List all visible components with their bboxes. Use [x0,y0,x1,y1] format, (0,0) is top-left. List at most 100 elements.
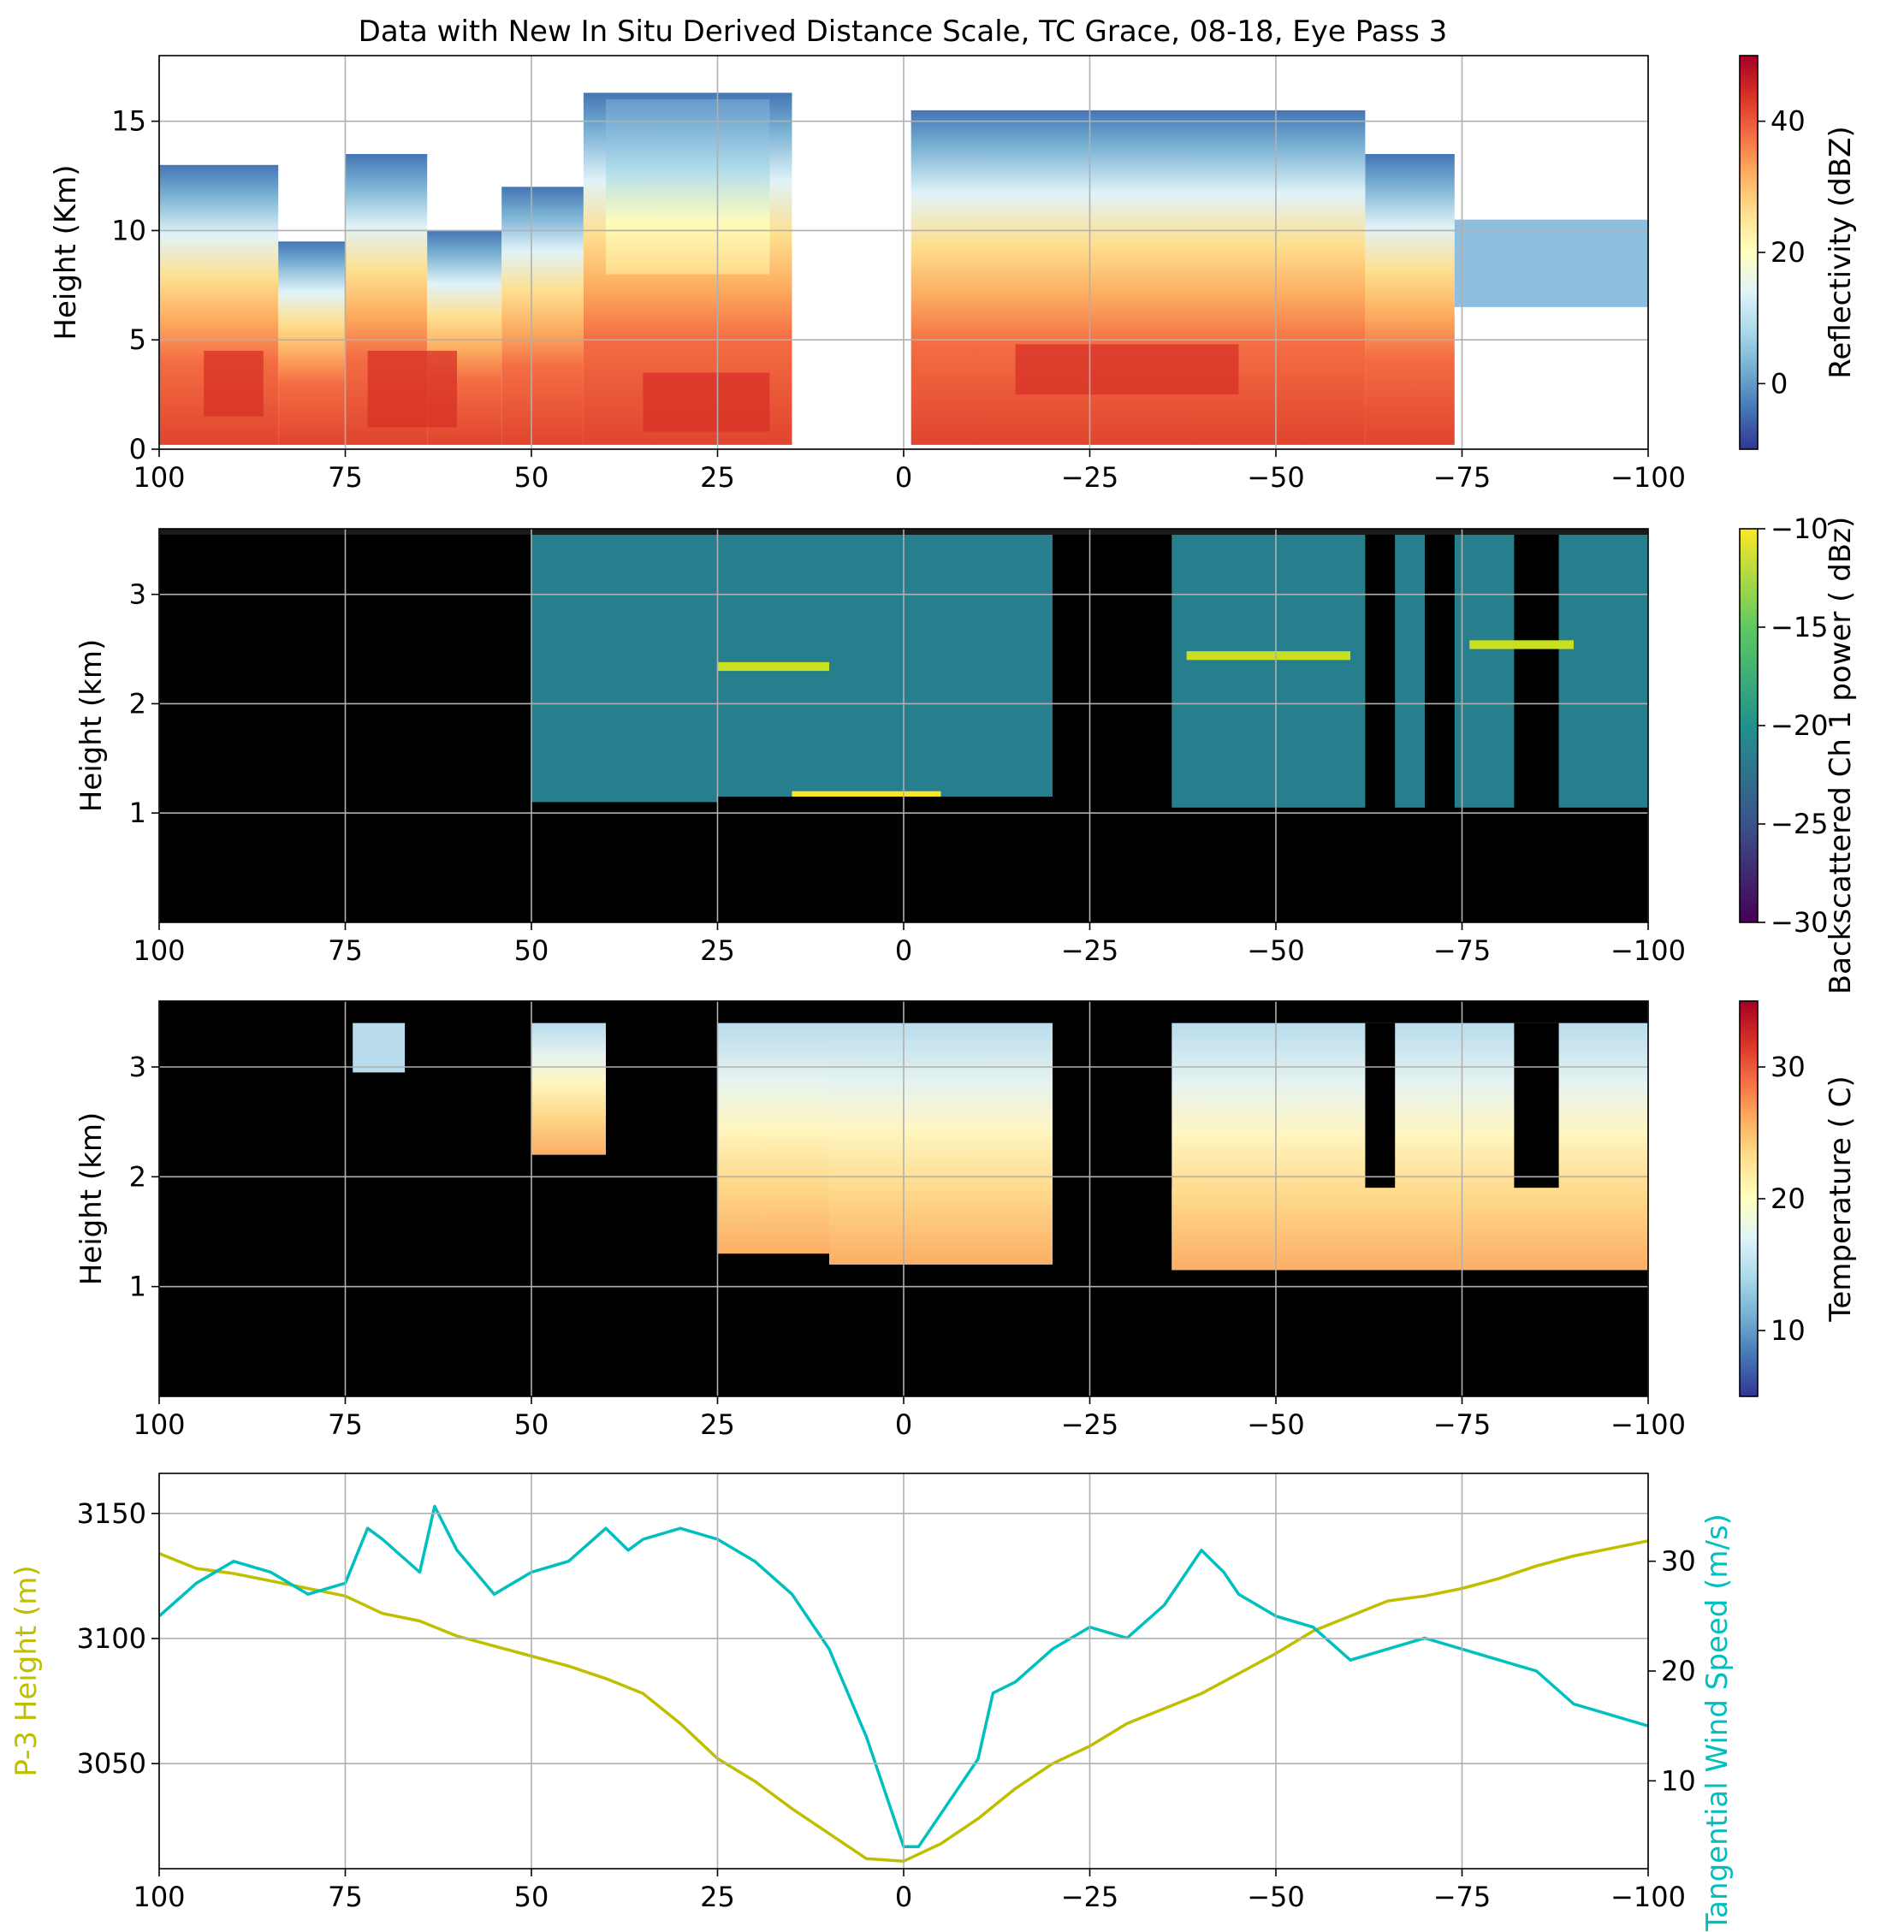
y-tick-label: 2 [129,1160,146,1193]
x-tick-label: 75 [328,1881,363,1913]
y2-axis-label: Tangential Wind Speed (m/s) [1700,1514,1735,1932]
colorbar-tick-label: −15 [1771,611,1829,643]
colorbar-tick-label: −25 [1771,808,1829,840]
y2-tick-label: 30 [1661,1545,1696,1578]
backscatter-cloud-gap-1 [1365,534,1396,814]
y-tick-label: 10 [111,214,146,246]
x-tick-label: −50 [1247,1881,1305,1913]
x-tick-label: 100 [133,934,185,967]
y-tick-label: 15 [111,105,146,138]
x-tick-label: 75 [328,934,363,967]
x-tick-label: 100 [133,1408,185,1441]
colorbar-tick-label: 10 [1771,1314,1806,1347]
colorbar-label: Temperature ( C) [1824,1076,1858,1322]
temperature-patch-0 [353,1022,406,1073]
x-tick-label: −100 [1610,461,1686,494]
reflectivity-core-1 [367,351,457,428]
colorbar-tick-label: 0 [1771,367,1788,400]
x-tick-label: −25 [1061,1408,1119,1441]
x-tick-label: 50 [514,461,549,494]
colorbar-tick-label: −10 [1771,513,1829,545]
reflectivity-echo-eyewall-east [910,110,1366,445]
x-tick-label: 75 [328,461,363,494]
chart-title: Data with New In Situ Derived Distance S… [359,15,1448,49]
backscatter-cloud-gap-0 [1053,534,1172,814]
backscatter-clear-air-2 [1171,534,1648,808]
x-tick-label: 0 [895,461,912,494]
colorbar-label: Backscattered Ch 1 power ( dBz) [1824,517,1858,994]
y-axis-label: Height (km) [74,639,109,813]
y-tick-label: 3 [129,1051,146,1083]
reflectivity-core-3 [1015,344,1239,395]
x-tick-label: 75 [328,1408,363,1441]
colorbar [1739,55,1759,450]
backscatter-strong-return-2 [1469,640,1574,649]
y-tick-label: 2 [129,687,146,720]
x-tick-label: 25 [700,1881,735,1913]
reflectivity-echo-west-gap [278,241,346,445]
backscatter-strong-return-0 [717,661,829,672]
x-tick-label: −50 [1247,1408,1305,1441]
x-tick-label: 0 [895,1408,912,1441]
x-tick-label: −50 [1247,461,1305,494]
tangential-wind-line [157,1504,1649,1849]
x-tick-label: 0 [895,1881,912,1913]
y-tick-label: 5 [129,323,146,356]
y-tick-label: 3050 [77,1747,146,1780]
reflectivity-echo-east-layer [1454,219,1648,307]
x-tick-label: −25 [1061,461,1119,494]
y-tick-label: 1 [129,1271,146,1303]
y-axis-label: P-3 Height (m) [9,1565,44,1776]
backscatter-cloud-gap-3 [1514,534,1559,814]
reflectivity-field [159,92,1648,445]
x-tick-label: 100 [133,1881,185,1913]
x-tick-label: 50 [514,1881,549,1913]
colorbar-tick-label: 20 [1771,1182,1806,1215]
grid-layer [158,56,1649,1869]
y2-tick-label: 10 [1661,1764,1696,1797]
x-tick-label: 25 [700,934,735,967]
temperature-retrieval-0 [531,1022,606,1155]
y-tick-label: 3100 [77,1622,146,1655]
reflectivity-echo-east-anvil [1365,154,1455,445]
x-tick-label: −25 [1061,1881,1119,1913]
temperature-cloud-gap-1 [1365,1022,1396,1188]
backscatter-cloud-gap-2 [1425,534,1455,814]
x-tick-label: −100 [1610,934,1686,967]
colorbar-tick-label: 20 [1771,236,1806,269]
x-tick-label: 25 [700,461,735,494]
x-tick-label: −50 [1247,934,1305,967]
x-tick-label: −75 [1433,1408,1492,1441]
colorbar-label: Reflectivity (dBZ) [1824,126,1858,378]
backscatter-surface-return [792,791,941,797]
temperature-retrieval-3 [1171,1022,1648,1271]
colorbar [1739,1000,1759,1397]
x-tick-label: 50 [514,1408,549,1441]
reflectivity-core-0 [204,351,264,417]
reflectivity-core-2 [643,372,770,432]
y2-tick-label: 20 [1661,1655,1696,1687]
temperature-retrieval-2 [829,1022,1053,1265]
colorbar-tick-label: 40 [1771,105,1806,138]
backscatter-strong-return-1 [1186,651,1350,661]
x-tick-label: −100 [1610,1881,1686,1913]
x-tick-label: −75 [1433,1881,1492,1913]
x-tick-label: −100 [1610,1408,1686,1441]
colorbar-tick-label: 30 [1771,1051,1806,1083]
x-tick-label: 0 [895,934,912,967]
reflectivity-echo-eyewall-base [501,187,584,445]
x-tick-label: 25 [700,1408,735,1441]
colorbar [1739,528,1759,923]
colorbar-tick-label: −20 [1771,709,1829,742]
reflectivity-echo-upper-tower [606,99,770,275]
temperature-cloud-gap-0 [1053,1022,1172,1188]
x-tick-label: 50 [514,934,549,967]
x-tick-label: −75 [1433,461,1492,494]
y-axis-label: Height (Km) [49,164,83,340]
x-tick-label: −25 [1061,934,1119,967]
y-tick-label: 3150 [77,1497,146,1530]
backscatter-clear-air-0 [531,534,718,803]
y-axis-label: Height (km) [74,1112,109,1286]
